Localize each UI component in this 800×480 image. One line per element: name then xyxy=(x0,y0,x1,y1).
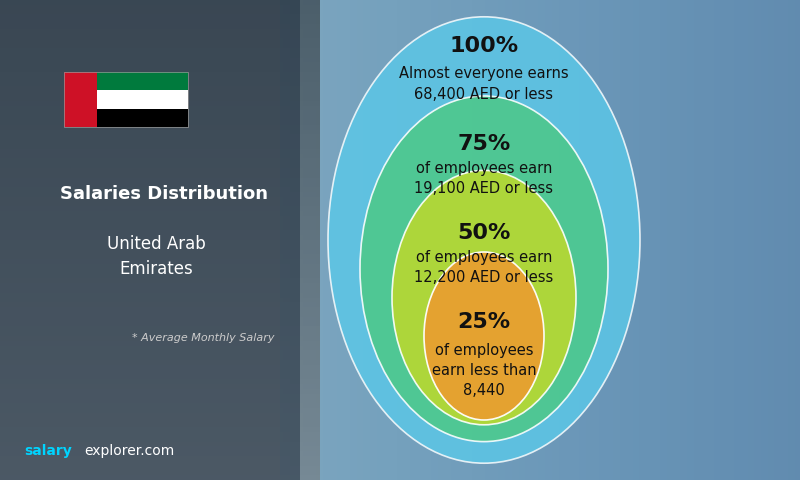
Ellipse shape xyxy=(392,170,576,425)
Text: Salaries Distribution: Salaries Distribution xyxy=(60,185,268,204)
Text: of employees earn
19,100 AED or less: of employees earn 19,100 AED or less xyxy=(414,161,554,196)
Text: 50%: 50% xyxy=(458,223,510,243)
Text: salary: salary xyxy=(24,444,72,458)
Bar xyxy=(64,72,188,127)
Text: Almost everyone earns
68,400 AED or less: Almost everyone earns 68,400 AED or less xyxy=(399,66,569,102)
Bar xyxy=(98,90,188,109)
Text: of employees
earn less than
8,440: of employees earn less than 8,440 xyxy=(432,343,536,398)
Ellipse shape xyxy=(424,252,544,420)
Text: United Arab
Emirates: United Arab Emirates xyxy=(106,235,206,278)
Ellipse shape xyxy=(360,96,608,442)
Ellipse shape xyxy=(328,17,640,463)
Text: 100%: 100% xyxy=(450,36,518,56)
Text: explorer.com: explorer.com xyxy=(84,444,174,458)
Bar xyxy=(98,109,188,127)
Bar xyxy=(64,72,98,127)
Bar xyxy=(98,72,188,90)
Bar xyxy=(0,0,300,480)
Text: 75%: 75% xyxy=(458,134,510,154)
Text: of employees earn
12,200 AED or less: of employees earn 12,200 AED or less xyxy=(414,250,554,285)
Text: 25%: 25% xyxy=(458,312,510,332)
Text: * Average Monthly Salary: * Average Monthly Salary xyxy=(132,334,274,343)
